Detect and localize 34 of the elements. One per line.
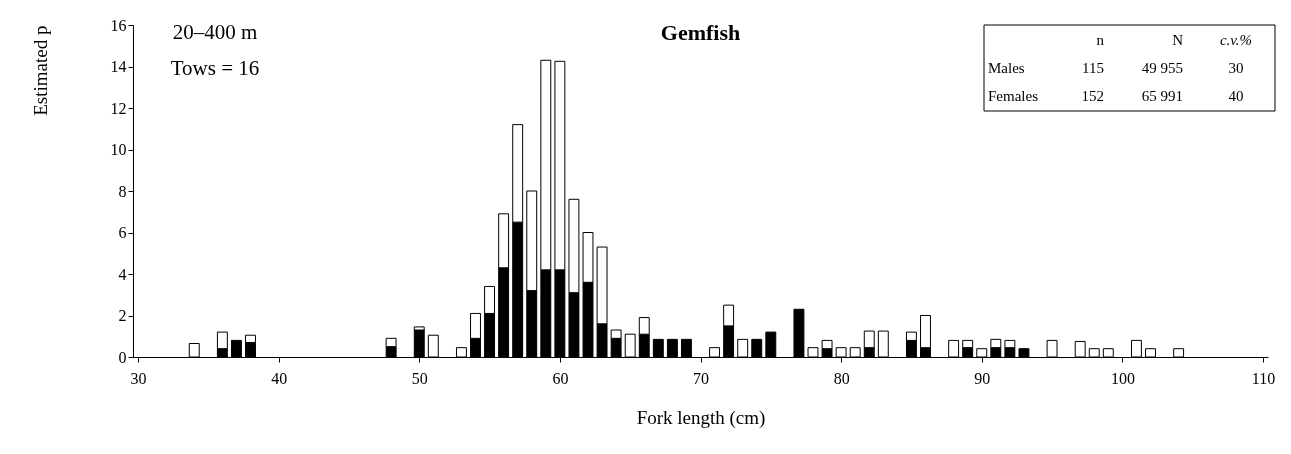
x-tick-label: 40 — [271, 369, 288, 387]
annotation: n — [1096, 32, 1105, 48]
y-tick-label: 14 — [110, 58, 127, 75]
x-axis-title: Fork length (cm) — [636, 406, 766, 429]
annotation: 49 955 — [1141, 60, 1183, 76]
y-tick-label: 12 — [110, 99, 127, 117]
annotation: Tows = 16 — [170, 56, 260, 80]
chart-title: Gemfish — [660, 20, 741, 45]
annotation: 30 — [1228, 60, 1244, 76]
y-axis-title: Estimated p — [29, 25, 51, 116]
y-tick-label: 2 — [118, 307, 127, 324]
y-tick-label: 16 — [110, 16, 127, 34]
annotation: Females — [988, 88, 1039, 104]
x-tick-label: 30 — [130, 369, 147, 387]
x-tick-label: 60 — [552, 369, 569, 387]
annotation: c.v.% — [1219, 32, 1253, 48]
x-tick-label: 90 — [974, 369, 991, 387]
x-tick-label: 110 — [1251, 369, 1276, 387]
y-tick-label: 10 — [110, 141, 127, 158]
x-tick-label: 50 — [411, 369, 428, 387]
x-tick-label: 80 — [833, 369, 850, 387]
y-tick-label: 8 — [118, 182, 127, 200]
annotation: N — [1172, 32, 1184, 48]
annotation: 152 — [1081, 88, 1104, 104]
annotation: 65 991 — [1141, 88, 1183, 104]
y-tick-label: 0 — [118, 348, 127, 366]
annotation: Males — [988, 60, 1025, 76]
x-tick-label: 100 — [1110, 369, 1135, 387]
annotation: 40 — [1228, 88, 1244, 104]
x-tick-label: 70 — [693, 369, 709, 387]
annotation: 115 — [1082, 60, 1104, 76]
annotation: 20–400 m — [172, 20, 258, 44]
y-tick-label: 6 — [118, 224, 127, 241]
y-tick-label: 4 — [118, 265, 127, 283]
